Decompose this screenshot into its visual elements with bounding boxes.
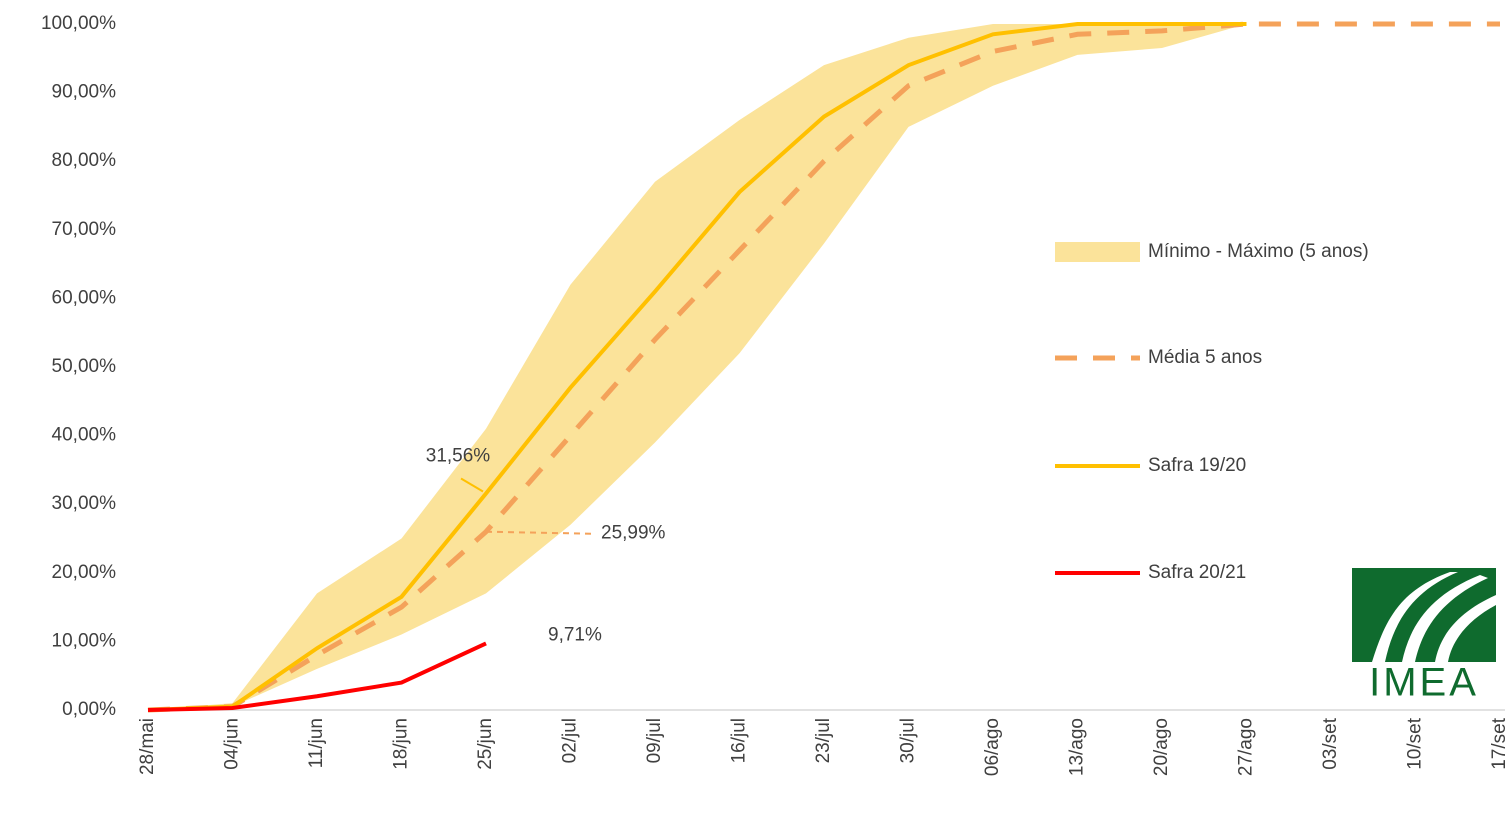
logo-stripe	[1372, 572, 1458, 662]
y-tick-label: 50,00%	[52, 356, 117, 377]
logo: IMEA	[1352, 568, 1496, 705]
x-tick-label: 06/ago	[982, 718, 1003, 776]
x-tick-label: 18/jun	[391, 718, 412, 770]
y-tick-label: 70,00%	[52, 219, 117, 240]
x-tick-label: 13/ago	[1067, 718, 1088, 776]
x-tick-label: 09/jul	[644, 718, 665, 763]
series-line	[147, 641, 487, 712]
x-tick-label: 10/set	[1405, 717, 1426, 769]
x-tick-label: 02/jul	[560, 718, 581, 763]
x-tick-label: 17/set	[1489, 717, 1508, 769]
x-tick-label: 11/jun	[306, 718, 327, 768]
y-tick-label: 0,00%	[62, 699, 116, 720]
x-tick-label: 23/jul	[813, 718, 834, 763]
label-leader	[460, 477, 484, 493]
y-tick-label: 80,00%	[52, 150, 117, 171]
value-label: 25,99%	[601, 523, 666, 544]
x-tick-label: 25/jun	[475, 718, 496, 770]
logo-stripe	[1402, 575, 1488, 662]
logo-text: IMEA	[1369, 661, 1479, 705]
legend-label: Mínimo - Máximo (5 anos)	[1148, 241, 1369, 262]
y-tick-label: 20,00%	[52, 562, 117, 583]
value-label: 9,71%	[548, 624, 602, 645]
legend-label: Média 5 anos	[1148, 347, 1262, 368]
legend-label: Safra 20/21	[1148, 562, 1246, 583]
y-tick-label: 30,00%	[52, 493, 117, 514]
x-tick-label: 16/jul	[729, 718, 750, 763]
series-line	[147, 22, 1247, 712]
x-tick-label: 04/jun	[222, 718, 243, 770]
legend-swatch	[1055, 242, 1140, 262]
series-line	[147, 21, 1500, 713]
logo-stripe	[1435, 595, 1496, 662]
y-tick-label: 60,00%	[52, 287, 117, 308]
legend-label: Safra 19/20	[1148, 455, 1246, 476]
y-tick-label: 100,00%	[41, 13, 116, 34]
band-area	[148, 24, 1247, 710]
x-tick-label: 27/ago	[1236, 718, 1257, 776]
x-tick-label: 03/set	[1320, 717, 1341, 769]
y-tick-label: 40,00%	[52, 425, 117, 446]
x-tick-label: 30/jul	[898, 718, 919, 763]
y-tick-label: 10,00%	[52, 630, 117, 651]
y-tick-label: 90,00%	[52, 82, 117, 103]
value-label: 31,56%	[426, 446, 491, 467]
x-tick-label: 28/mai	[137, 718, 158, 775]
x-tick-label: 20/ago	[1151, 718, 1172, 776]
